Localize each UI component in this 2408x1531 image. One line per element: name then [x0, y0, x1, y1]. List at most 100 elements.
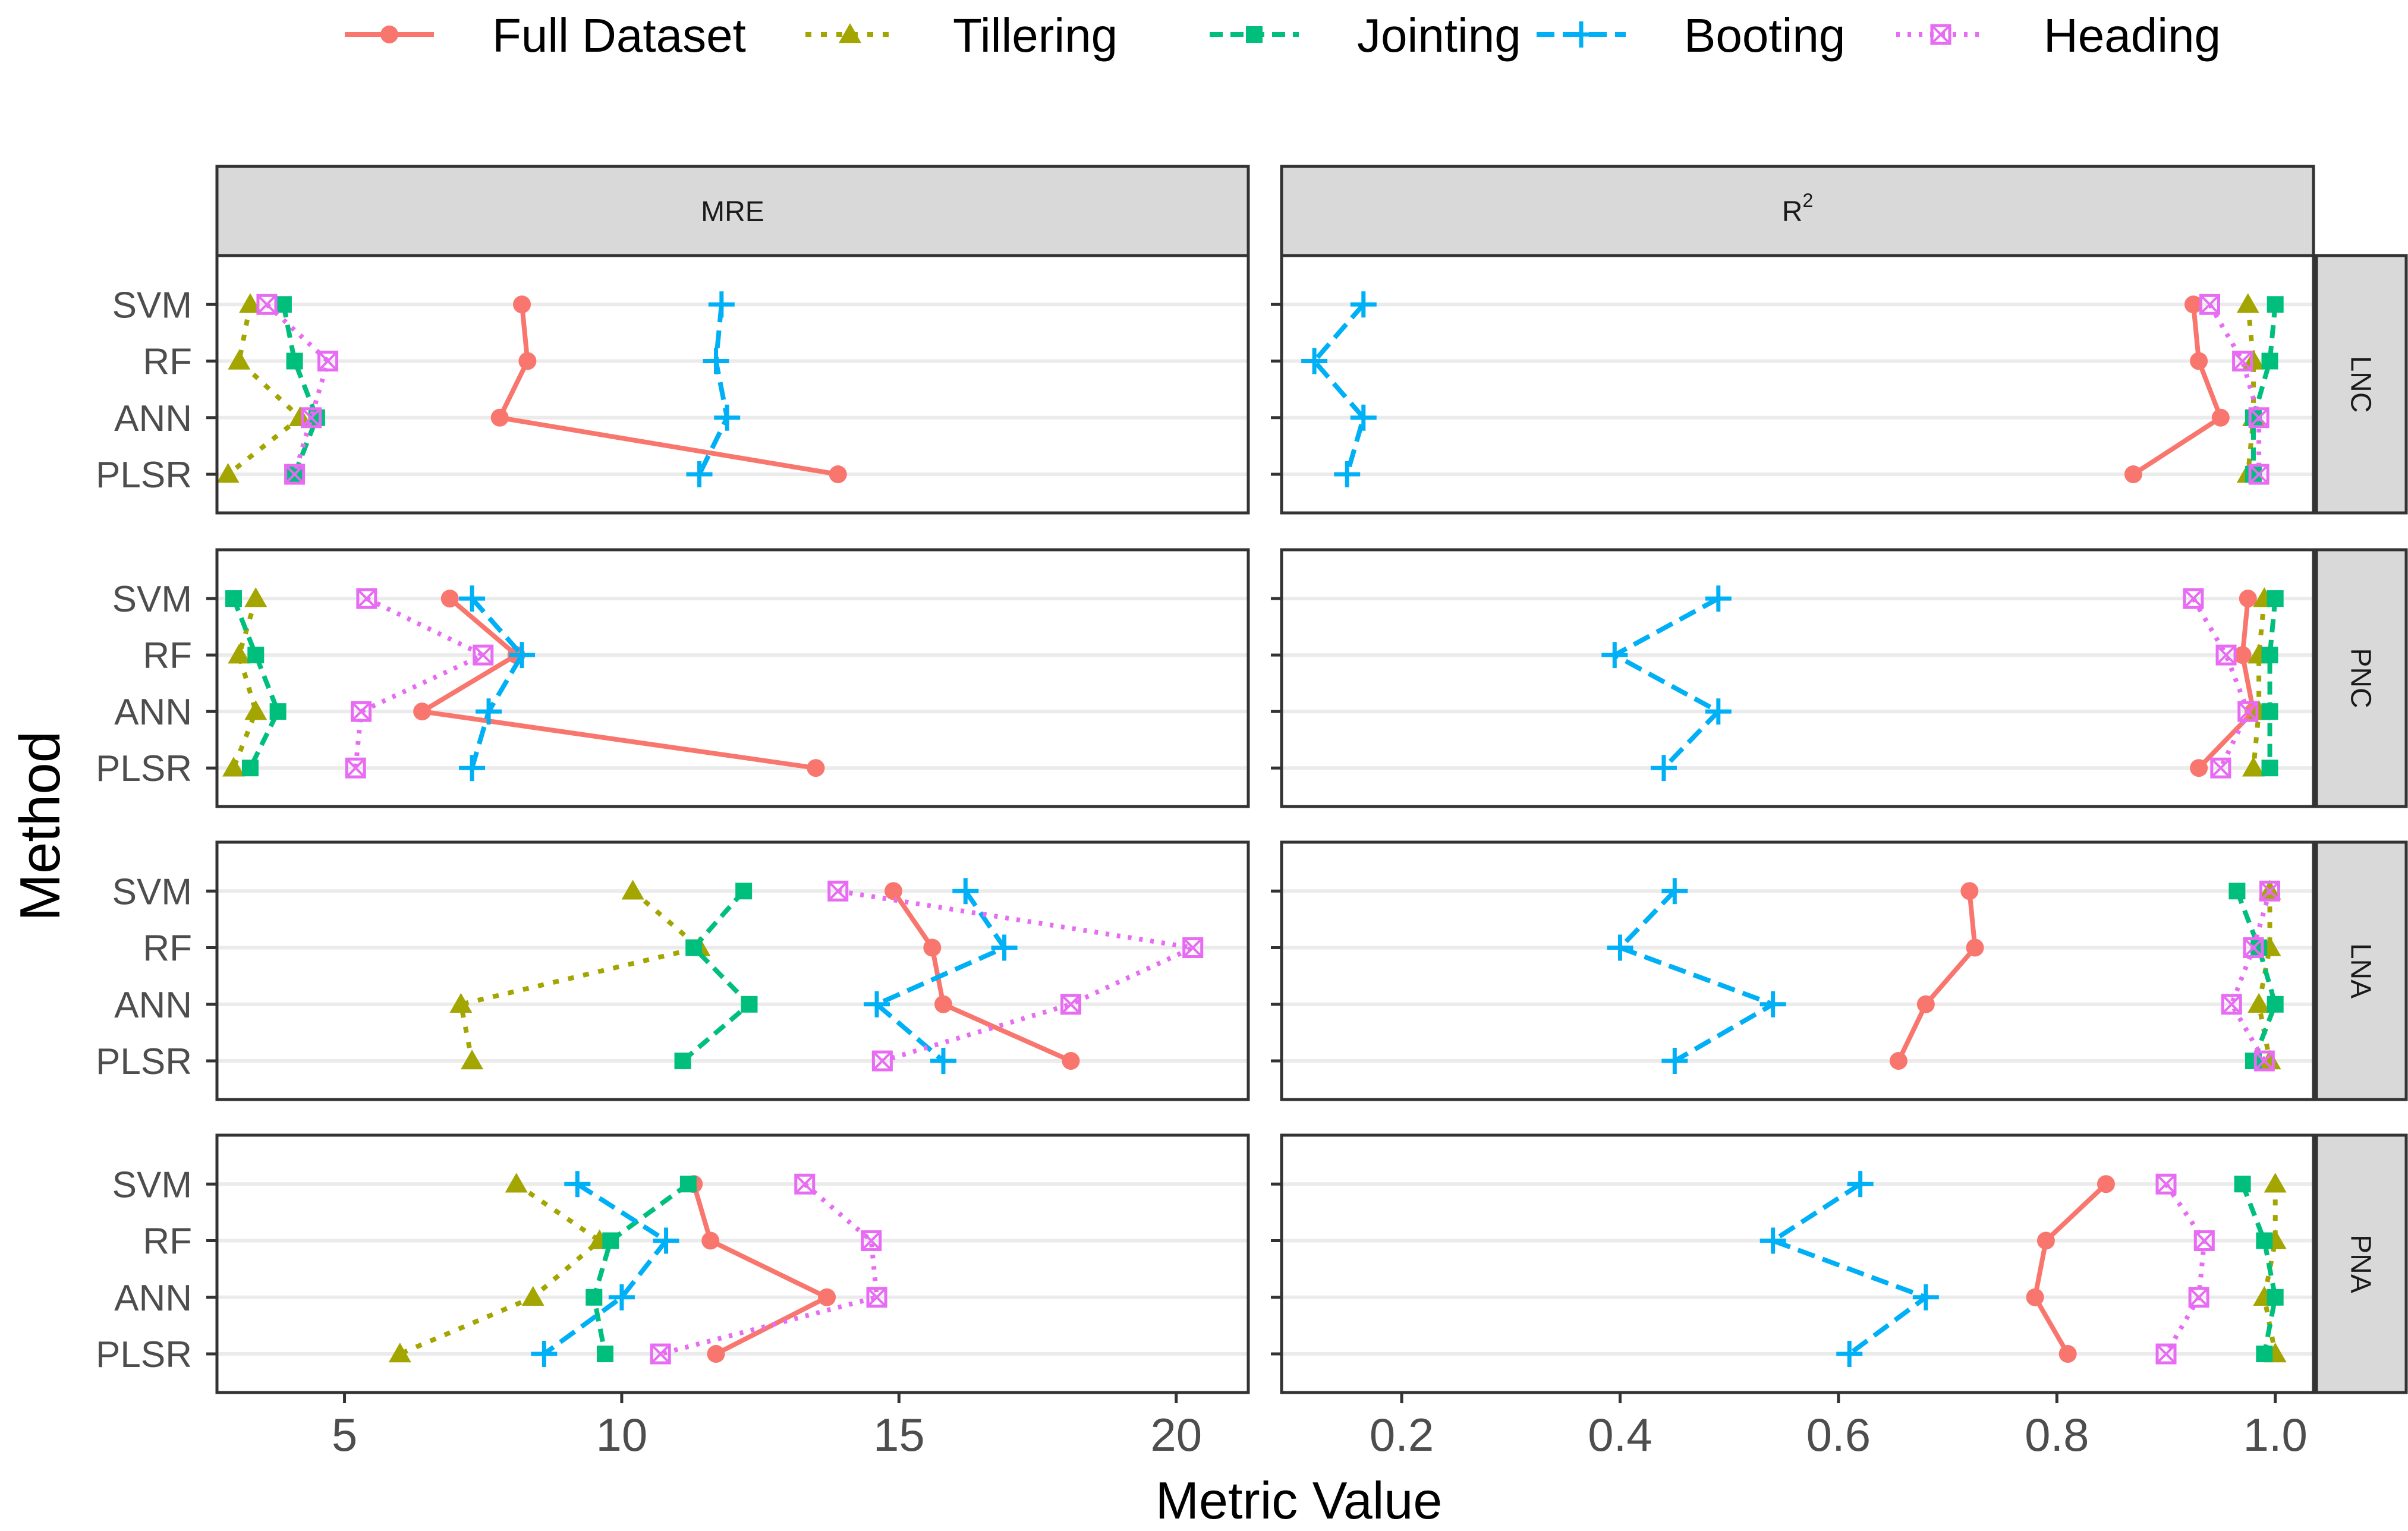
- data-point-rf: [1966, 938, 1984, 957]
- legend: Full Dataset Tillering Jointing Booting Head…: [345, 9, 2221, 62]
- data-point-plsr: [930, 1048, 956, 1075]
- legend-marker-circle: [380, 26, 398, 43]
- data-point-plsr: [241, 760, 259, 777]
- series-line: [2250, 304, 2278, 475]
- facet-panels: MRE R2 LNC SVM RF ANN PLSR PNC SVM RF ANN PLSR LNA SV…: [96, 165, 2408, 1461]
- data-point-svm: [356, 588, 377, 609]
- data-point-svm: [2236, 293, 2259, 313]
- data-point-ann: [244, 700, 267, 720]
- strip-background: [2315, 840, 2408, 1101]
- legend-marker-plus: [1568, 21, 1594, 48]
- strip-background: [2315, 548, 2408, 808]
- data-point-svm: [440, 590, 459, 608]
- data-point-svm: [2259, 880, 2281, 902]
- series-line: [2234, 890, 2278, 1062]
- x-tick-label: 0.4: [1588, 1409, 1652, 1461]
- y-axis-label: Method: [8, 731, 72, 921]
- data-point-svm: [238, 293, 262, 313]
- legend-item-full-dataset: Full Dataset: [345, 9, 746, 62]
- series-line: [2132, 304, 2223, 477]
- strip-label: PNA: [2345, 1234, 2376, 1293]
- data-point-ann: [714, 404, 741, 431]
- data-point-svm: [2228, 883, 2246, 900]
- legend-label: Booting: [1684, 9, 1845, 62]
- data-point-rf: [653, 1227, 679, 1254]
- data-point-svm: [505, 1173, 528, 1193]
- data-point-plsr: [1889, 1052, 1907, 1070]
- row-strip-pna: PNA: [2315, 1133, 2408, 1394]
- series-line: [1896, 890, 1978, 1062]
- data-point-svm: [884, 882, 903, 900]
- data-point-ann: [2237, 701, 2259, 722]
- legend-marker-boxcross: [1930, 24, 1951, 45]
- series-line: [470, 597, 525, 769]
- y-tick-label-plsr: PLSR: [96, 748, 192, 789]
- panel-background: [1282, 1135, 2313, 1393]
- series-booting: [864, 878, 1018, 1075]
- y-tick-label-svm: SVM: [112, 285, 192, 326]
- data-point-rf: [923, 938, 942, 957]
- series-jointing: [225, 590, 287, 777]
- data-point-rf: [2190, 352, 2208, 370]
- x-tick-label: 20: [1150, 1409, 1202, 1461]
- data-point-rf: [509, 642, 536, 669]
- data-point-ann: [608, 1284, 635, 1311]
- series-heading: [2221, 880, 2281, 1072]
- data-point-rf: [2261, 647, 2278, 664]
- data-point-plsr: [2210, 757, 2231, 779]
- data-point-ann: [1060, 994, 1082, 1015]
- data-point-svm: [1350, 291, 1377, 318]
- series-booting: [1759, 1171, 1939, 1368]
- series-booting: [1607, 878, 1786, 1075]
- data-point-svm: [2183, 588, 2204, 609]
- y-tick-label-svm: SVM: [112, 579, 192, 620]
- series-heading: [650, 1173, 887, 1365]
- data-point-ann: [476, 698, 502, 725]
- series-line: [265, 303, 330, 475]
- data-point-ann: [1705, 698, 1732, 725]
- data-point-rf: [1601, 642, 1628, 669]
- data-point-svm: [225, 590, 242, 607]
- data-point-svm: [2267, 296, 2284, 313]
- series-jointing: [586, 1176, 697, 1363]
- data-point-rf: [286, 352, 303, 370]
- panel-lnc-mre: SVM RF ANN PLSR: [96, 254, 1250, 515]
- series-booting: [1601, 585, 1732, 782]
- legend-marker-triangle: [839, 23, 861, 43]
- data-point-plsr: [871, 1050, 893, 1072]
- series-line: [2197, 598, 2256, 770]
- series-line: [399, 1182, 602, 1356]
- data-point-plsr: [707, 1345, 725, 1363]
- data-point-ann: [413, 703, 432, 721]
- series-booting: [459, 585, 536, 782]
- data-point-svm: [708, 291, 735, 318]
- panel-border: [215, 1133, 1250, 1394]
- data-point-plsr: [2058, 1345, 2077, 1363]
- data-point-rf: [2243, 937, 2264, 959]
- data-point-plsr: [1661, 1048, 1688, 1075]
- data-point-svm: [275, 296, 292, 313]
- series-line: [2164, 1183, 2207, 1356]
- data-point-rf: [2232, 351, 2253, 372]
- series-line: [1770, 1182, 1928, 1356]
- panel-pnc-r2: [1271, 548, 2315, 808]
- panel-pna-r2: 0.2 0.4 0.6 0.8 1.0: [1271, 1133, 2315, 1461]
- data-point-plsr: [284, 464, 306, 485]
- data-point-svm: [2184, 295, 2202, 314]
- series-tillering: [216, 293, 311, 483]
- data-point-ann: [269, 703, 287, 720]
- series-tillering: [222, 587, 267, 777]
- data-point-ann: [2188, 1287, 2209, 1308]
- data-point-rf: [861, 1230, 882, 1252]
- data-point-rf: [1759, 1227, 1786, 1254]
- series-heading: [827, 880, 1204, 1072]
- data-point-plsr: [2242, 757, 2265, 777]
- series-booting: [531, 1171, 679, 1368]
- x-axis-label: Metric Value: [1156, 1471, 1443, 1530]
- data-point-rf: [2261, 352, 2278, 370]
- data-point-plsr: [1650, 755, 1677, 782]
- data-point-rf: [685, 939, 703, 956]
- data-point-plsr: [2258, 1050, 2281, 1070]
- data-point-svm: [1960, 882, 1979, 900]
- series-line: [691, 1183, 830, 1356]
